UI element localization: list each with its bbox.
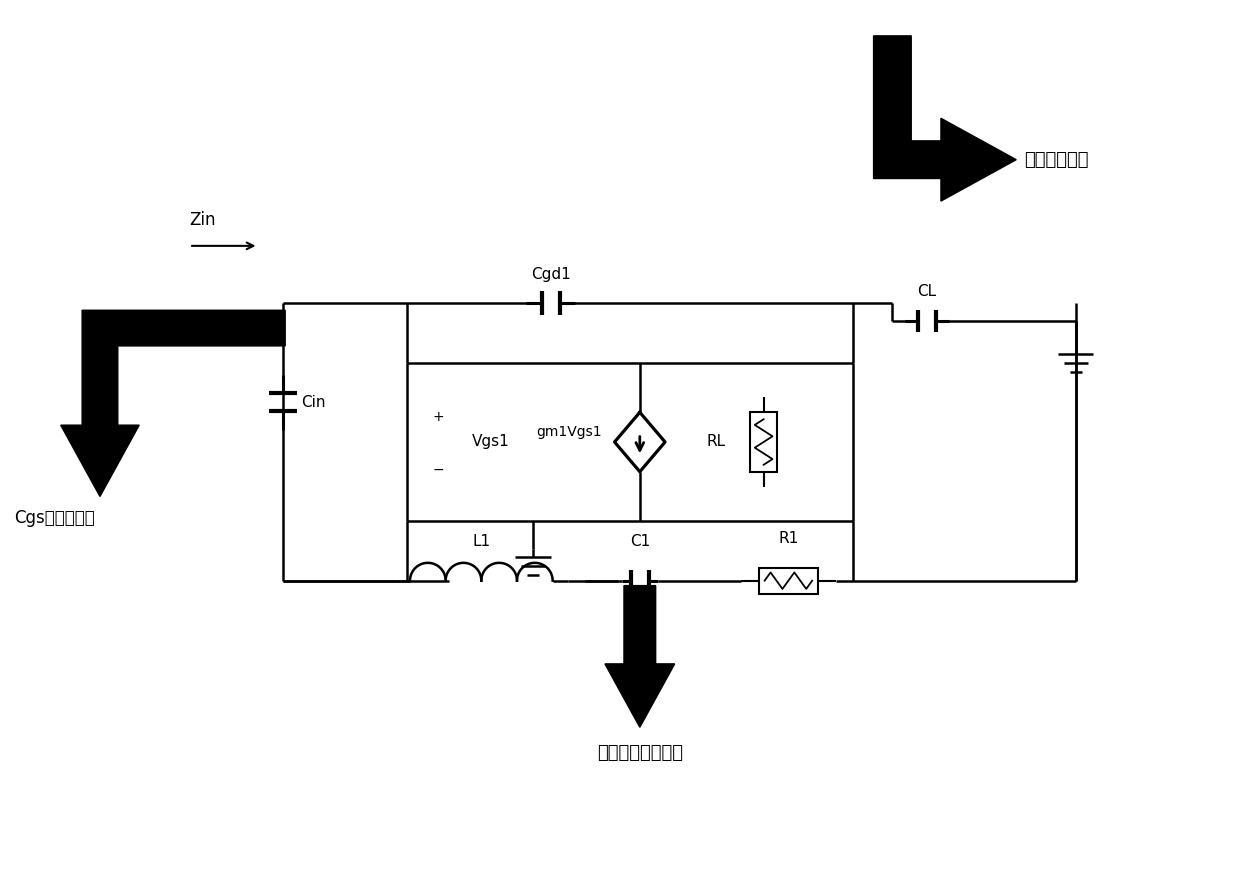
Text: −: − — [433, 463, 445, 477]
Text: RL: RL — [707, 435, 725, 450]
Bar — [759, 568, 818, 594]
Bar — [750, 412, 777, 472]
Text: +: + — [433, 410, 445, 424]
Text: 等效负载阻抗: 等效负载阻抗 — [1024, 151, 1089, 168]
Text: R1: R1 — [779, 531, 799, 546]
Text: C1: C1 — [630, 534, 650, 549]
Text: L1: L1 — [472, 534, 490, 549]
Text: Cgd1: Cgd1 — [531, 266, 570, 281]
Text: Zin: Zin — [190, 211, 216, 229]
Polygon shape — [605, 586, 675, 728]
Text: Cgs等对地电容: Cgs等对地电容 — [14, 509, 94, 527]
Polygon shape — [61, 310, 285, 497]
Polygon shape — [874, 36, 1017, 201]
Text: 输入阻抗匹配网络: 输入阻抗匹配网络 — [596, 744, 683, 762]
Text: gm1Vgs1: gm1Vgs1 — [537, 425, 603, 439]
Text: CL: CL — [918, 284, 936, 299]
Text: Cin: Cin — [301, 395, 326, 410]
Text: Vgs1: Vgs1 — [472, 435, 510, 450]
